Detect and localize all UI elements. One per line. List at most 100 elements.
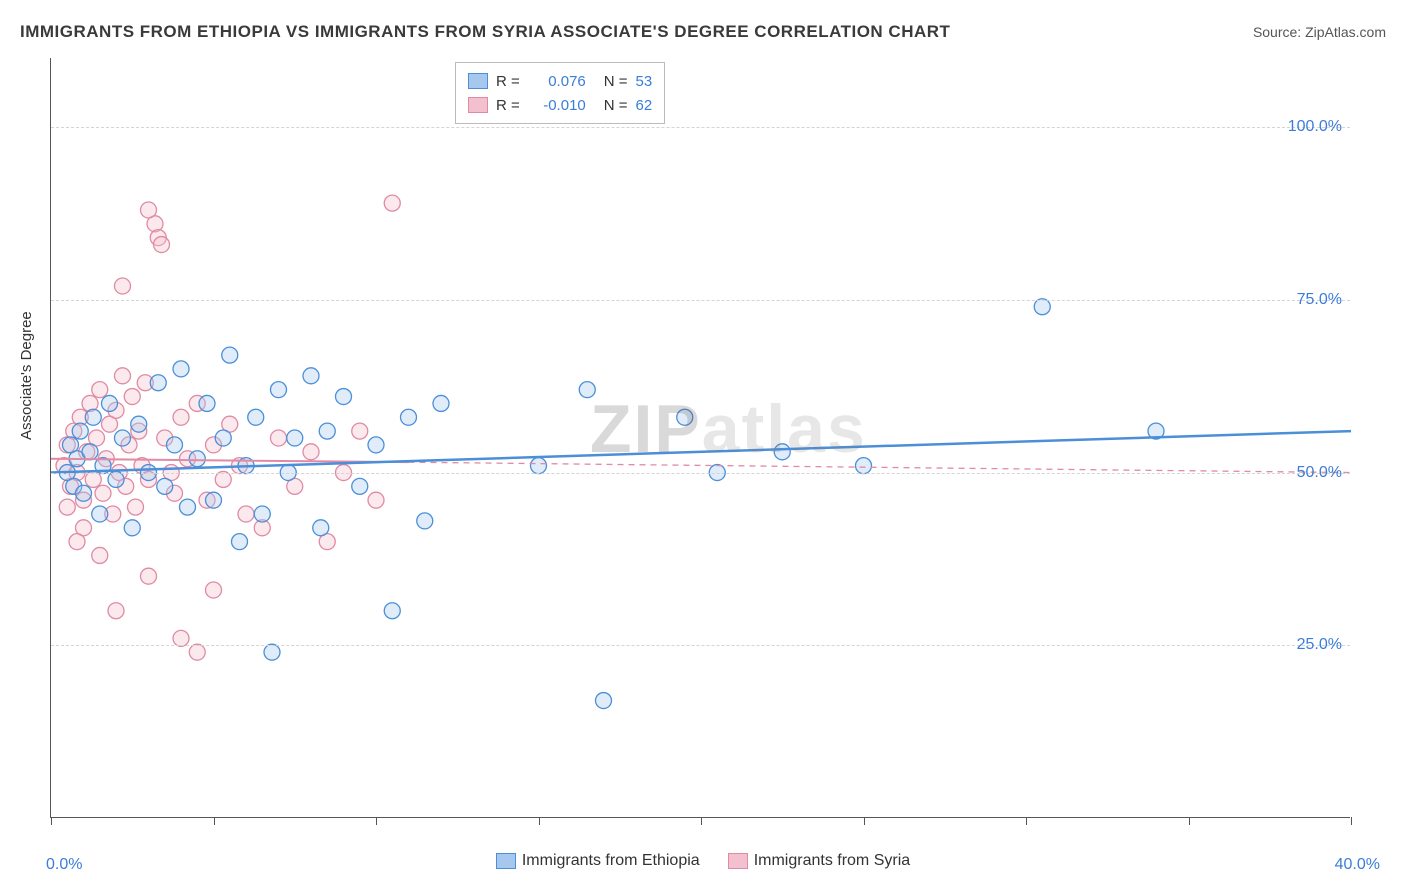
data-point — [433, 395, 449, 411]
data-point — [199, 395, 215, 411]
y-axis-title: Associate's Degree — [18, 311, 35, 440]
data-point — [72, 423, 88, 439]
y-tick-label: 75.0% — [1297, 291, 1342, 309]
data-point — [59, 499, 75, 515]
legend-swatch — [496, 853, 516, 869]
legend-item: Immigrants from Syria — [728, 852, 910, 870]
data-point — [271, 382, 287, 398]
data-point — [222, 347, 238, 363]
data-point — [141, 568, 157, 584]
legend-r-value: -0.010 — [528, 97, 586, 114]
legend-swatch — [728, 853, 748, 869]
data-point — [173, 409, 189, 425]
y-tick-label: 100.0% — [1288, 118, 1342, 136]
series-legend: Immigrants from Ethiopia Immigrants from … — [0, 852, 1406, 874]
legend-series-name: Immigrants from Syria — [754, 852, 910, 870]
data-point — [141, 202, 157, 218]
data-point — [215, 430, 231, 446]
data-point — [131, 416, 147, 432]
data-point — [206, 492, 222, 508]
data-point — [384, 195, 400, 211]
data-point — [150, 375, 166, 391]
legend-n-value: 53 — [636, 73, 653, 90]
legend-n-label: N = — [604, 97, 628, 114]
data-point — [319, 423, 335, 439]
data-point — [264, 644, 280, 660]
data-point — [189, 644, 205, 660]
data-point — [115, 430, 131, 446]
data-point — [215, 471, 231, 487]
legend-series-name: Immigrants from Ethiopia — [522, 852, 700, 870]
data-point — [579, 382, 595, 398]
source-label: Source: ZipAtlas.com — [1253, 24, 1386, 40]
regression-line — [51, 431, 1351, 472]
data-point — [82, 444, 98, 460]
legend-row: R = 0.076 N = 53 — [468, 69, 652, 93]
x-tick — [376, 817, 377, 825]
legend-swatch — [468, 97, 488, 113]
legend-row: R = -0.010 N = 62 — [468, 93, 652, 117]
legend-n-label: N = — [604, 73, 628, 90]
data-point — [92, 382, 108, 398]
data-point — [401, 409, 417, 425]
legend-r-label: R = — [496, 73, 520, 90]
data-point — [303, 444, 319, 460]
data-point — [1034, 299, 1050, 315]
gridline — [51, 473, 1350, 474]
data-point — [352, 478, 368, 494]
gridline — [51, 127, 1350, 128]
data-point — [154, 237, 170, 253]
data-point — [76, 485, 92, 501]
x-tick — [1351, 817, 1352, 825]
data-point — [271, 430, 287, 446]
data-point — [92, 547, 108, 563]
data-point — [69, 534, 85, 550]
y-tick-label: 25.0% — [1297, 636, 1342, 654]
scatter-svg — [51, 58, 1350, 817]
data-point — [336, 389, 352, 405]
data-point — [108, 603, 124, 619]
data-point — [167, 437, 183, 453]
data-point — [232, 534, 248, 550]
x-tick — [51, 817, 52, 825]
gridline — [51, 645, 1350, 646]
data-point — [124, 520, 140, 536]
data-point — [108, 471, 124, 487]
data-point — [95, 485, 111, 501]
legend-swatch — [468, 73, 488, 89]
data-point — [124, 389, 140, 405]
x-axis-max-label: 40.0% — [1335, 856, 1380, 874]
data-point — [677, 409, 693, 425]
data-point — [115, 278, 131, 294]
data-point — [856, 458, 872, 474]
data-point — [368, 437, 384, 453]
data-point — [206, 582, 222, 598]
x-tick — [864, 817, 865, 825]
data-point — [596, 693, 612, 709]
plot-area: 25.0% 50.0% 75.0% 100.0% — [50, 58, 1350, 818]
y-tick-label: 50.0% — [1297, 464, 1342, 482]
x-tick — [214, 817, 215, 825]
data-point — [303, 368, 319, 384]
data-point — [238, 506, 254, 522]
data-point — [287, 430, 303, 446]
correlation-legend: R = 0.076 N = 53 R = -0.010 N = 62 — [455, 62, 665, 124]
x-tick — [539, 817, 540, 825]
data-point — [384, 603, 400, 619]
gridline — [51, 300, 1350, 301]
legend-r-label: R = — [496, 97, 520, 114]
legend-n-value: 62 — [636, 97, 653, 114]
x-tick — [1026, 817, 1027, 825]
x-tick — [1189, 817, 1190, 825]
data-point — [102, 395, 118, 411]
data-point — [189, 451, 205, 467]
data-point — [352, 423, 368, 439]
data-point — [774, 444, 790, 460]
x-tick — [701, 817, 702, 825]
data-point — [417, 513, 433, 529]
data-point — [254, 506, 270, 522]
chart-title: IMMIGRANTS FROM ETHIOPIA VS IMMIGRANTS F… — [20, 22, 950, 42]
data-point — [128, 499, 144, 515]
data-point — [173, 630, 189, 646]
legend-r-value: 0.076 — [528, 73, 586, 90]
